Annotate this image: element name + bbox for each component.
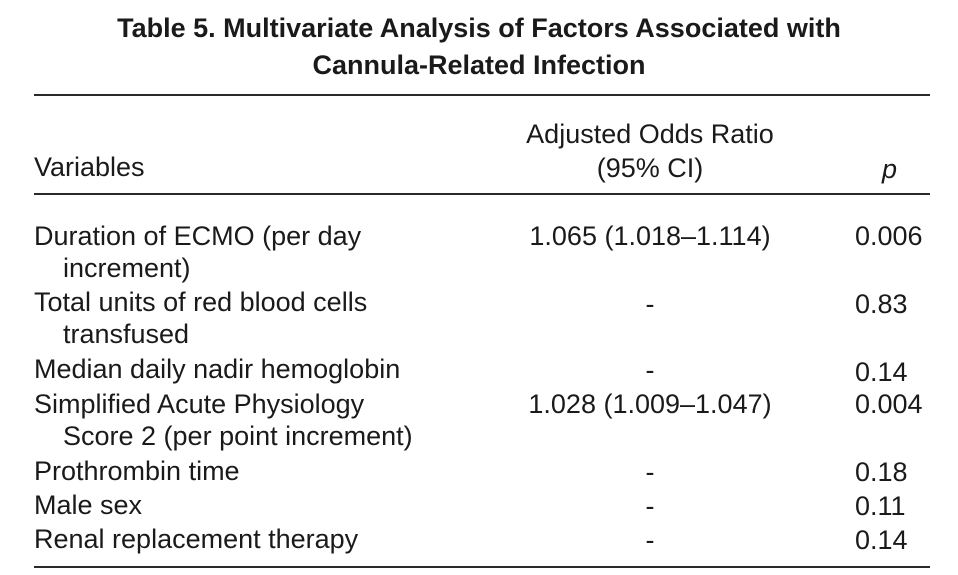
table-title-line-1: Table 5. Multivariate Analysis of Factor…	[117, 13, 841, 43]
table-row-p-value: 0.83	[855, 289, 908, 319]
variable-line-1: Duration of ECMO (per day	[34, 221, 362, 251]
variable-line-1: Prothrombin time	[34, 456, 240, 486]
table-row-odds-ratio: -	[645, 525, 655, 555]
table-row-odds-ratio: -	[645, 355, 655, 385]
variable-line-2: increment)	[63, 253, 191, 283]
table-row-odds-ratio: -	[645, 289, 655, 319]
table-row-variable: Median daily nadir hemoglobin	[34, 353, 400, 385]
variable-line-2: Score 2 (per point increment)	[63, 421, 413, 451]
table-row-p-value: 0.14	[855, 357, 908, 387]
variable-line-1: Median daily nadir hemoglobin	[34, 354, 401, 384]
table-row-p-value: 0.006	[855, 221, 923, 251]
bottom-rule	[34, 566, 930, 568]
header-odds-ratio-line-1: Adjusted Odds Ratio	[526, 119, 774, 149]
variable-line-1: Renal replacement therapy	[34, 524, 359, 554]
header-variables: Variables	[34, 152, 145, 182]
table-row-odds-ratio: 1.028 (1.009–1.047)	[528, 389, 772, 419]
header-odds-ratio-line-2: (95% CI)	[596, 153, 704, 183]
table-row-p-value: 0.18	[855, 457, 908, 487]
table-row-variable: Simplified Acute Physiology Score 2 (per…	[34, 388, 413, 452]
table-title-line-2: Cannula-Related Infection	[312, 50, 646, 80]
variable-line-1: Total units of red blood cells	[34, 287, 368, 317]
table-row-p-value: 0.11	[855, 491, 906, 521]
variable-line-1: Male sex	[34, 490, 143, 520]
table-row-variable: Prothrombin time	[34, 455, 240, 487]
table-row-odds-ratio: -	[645, 457, 655, 487]
top-rule	[34, 94, 930, 96]
table-row-variable: Renal replacement therapy	[34, 523, 358, 555]
table-row-variable: Total units of red blood cells transfuse…	[34, 286, 367, 350]
table-row-p-value: 0.004	[855, 389, 923, 419]
table-title: Table 5. Multivariate Analysis of Factor…	[0, 10, 958, 84]
header-p-value: p	[882, 154, 898, 184]
table-row-p-value: 0.14	[855, 525, 908, 555]
header-rule	[34, 193, 930, 195]
table-row-odds-ratio: -	[645, 491, 655, 521]
table-row-odds-ratio: 1.065 (1.018–1.114)	[529, 221, 771, 251]
header-odds-ratio: Adjusted Odds Ratio (95% CI)	[480, 117, 820, 185]
variable-line-1: Simplified Acute Physiology	[34, 389, 365, 419]
table-row-variable: Duration of ECMO (per day increment)	[34, 220, 361, 284]
variable-line-2: transfused	[63, 319, 190, 349]
table-row-variable: Male sex	[34, 489, 142, 521]
